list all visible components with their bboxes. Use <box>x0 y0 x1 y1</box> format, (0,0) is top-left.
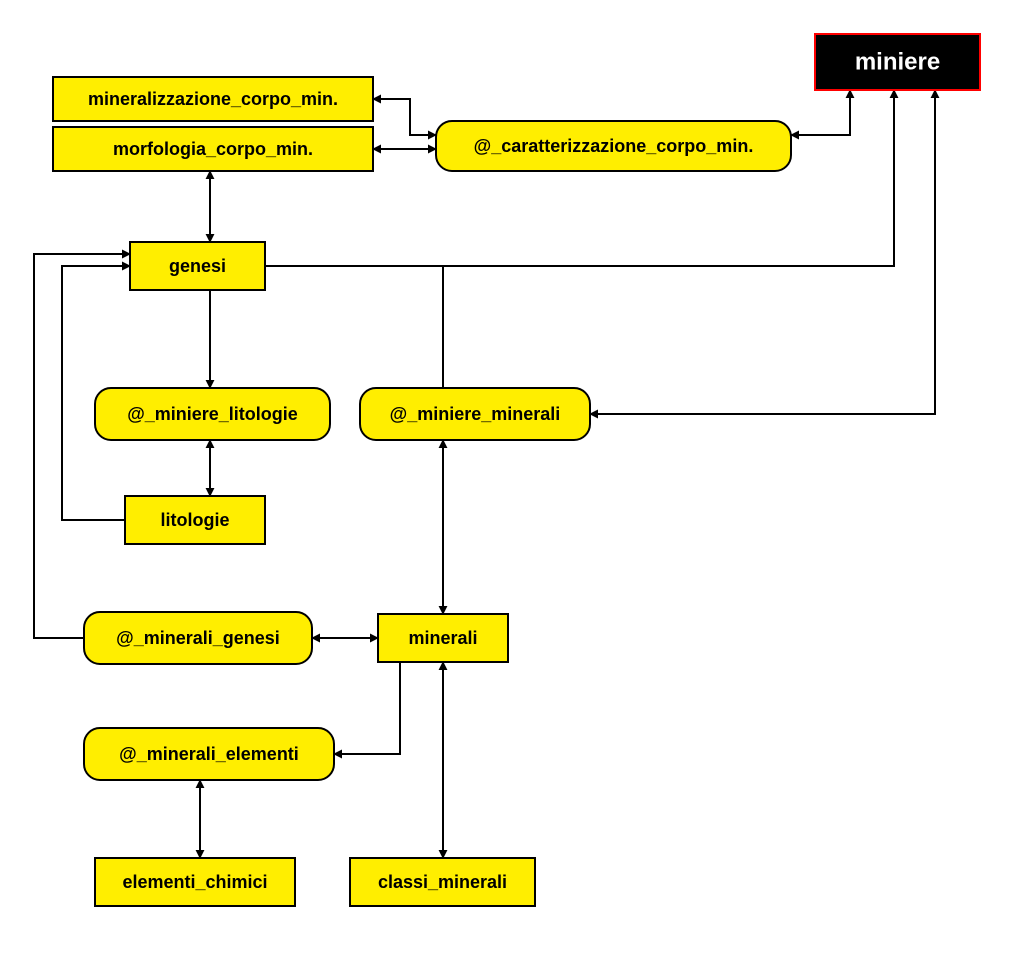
diagram-canvas: miniere mineralizzazione_corpo_min.morfol… <box>0 0 1024 966</box>
node-classi_minerali: classi_minerali <box>350 858 535 906</box>
node-label-miniere: miniere <box>855 49 940 76</box>
nodes-layer: miniere mineralizzazione_corpo_min.morfol… <box>53 34 980 906</box>
node-label-classi_minerali: classi_minerali <box>378 872 507 892</box>
node-label-minerali: minerali <box>408 628 477 648</box>
node-elementi_chimici: elementi_chimici <box>95 858 295 906</box>
node-genesi: genesi <box>130 242 265 290</box>
node-miniere_litologie: @_miniere_litologie <box>95 388 330 440</box>
node-minerali_elementi: @_minerali_elementi <box>84 728 334 780</box>
node-minerali_genesi: @_minerali_genesi <box>84 612 312 664</box>
node-morfologia: morfologia_corpo_min. <box>53 127 373 171</box>
node-label-miniere_minerali: @_miniere_minerali <box>390 404 561 424</box>
node-label-miniere_litologie: @_miniere_litologie <box>127 404 298 424</box>
node-label-genesi: genesi <box>169 256 226 276</box>
node-label-caratterizzazione: @_caratterizzazione_corpo_min. <box>474 136 754 156</box>
edge-2 <box>791 90 850 135</box>
node-label-minerali_genesi: @_minerali_genesi <box>116 628 280 648</box>
node-mineralizzazione: mineralizzazione_corpo_min. <box>53 77 373 121</box>
node-minerali: minerali <box>378 614 508 662</box>
edge-14 <box>334 662 400 754</box>
node-miniere_minerali: @_miniere_minerali <box>360 388 590 440</box>
node-label-elementi_chimici: elementi_chimici <box>122 872 267 892</box>
edge-12 <box>34 254 130 638</box>
node-litologie: litologie <box>125 496 265 544</box>
node-label-litologie: litologie <box>161 510 230 530</box>
node-miniere: miniere <box>815 34 980 90</box>
node-caratterizzazione: @_caratterizzazione_corpo_min. <box>436 121 791 171</box>
node-label-morfologia: morfologia_corpo_min. <box>113 139 313 159</box>
node-label-minerali_elementi: @_minerali_elementi <box>119 744 299 764</box>
node-label-mineralizzazione: mineralizzazione_corpo_min. <box>88 89 338 109</box>
edge-0 <box>373 99 436 135</box>
